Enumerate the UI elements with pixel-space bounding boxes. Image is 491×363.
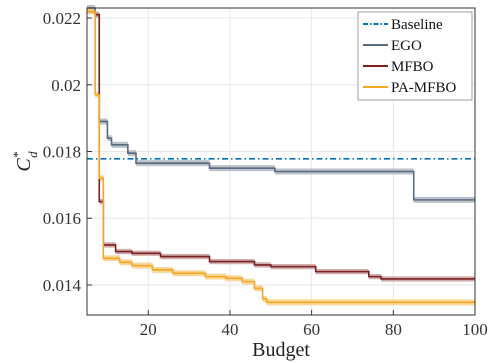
y-tick-label: 0.018 [43,142,81,161]
legend-entry-label: Baseline [391,17,443,33]
y-tick-label: 0.016 [43,209,81,228]
legend-entry-label: EGO [391,38,422,54]
legend-entry-label: PA-MFBO [391,80,456,96]
y-tick-label: 0.022 [43,9,81,28]
svg-text:C*d: C*d [10,151,40,172]
y-tick-label: 0.02 [51,76,81,95]
legend-box [357,11,473,101]
legend: Baseline EGO MFBO PA-MFBO [357,11,473,101]
x-tick-label: 40 [221,320,238,339]
y-axis-label-sup: * [10,151,25,158]
x-axis-ticks: 20 40 60 80 100 [140,310,488,339]
x-axis-label: Budget [252,339,310,361]
y-axis-label-main: C [13,158,35,172]
y-axis-label-sub: d [25,151,40,158]
plot-frame [86,7,476,316]
x-tick-label: 100 [462,320,488,339]
legend-entry-label: MFBO [391,59,434,75]
y-tick-label: 0.014 [43,276,82,295]
x-tick-label: 80 [385,320,402,339]
y-axis-ticks: 0.014 0.016 0.018 0.02 0.022 [43,9,92,295]
series-lines [87,7,475,304]
series-line-pa-mfbo [87,10,475,304]
x-tick-label: 60 [303,320,320,339]
y-axis-label: C*d [10,151,40,172]
x-tick-label: 20 [140,320,157,339]
